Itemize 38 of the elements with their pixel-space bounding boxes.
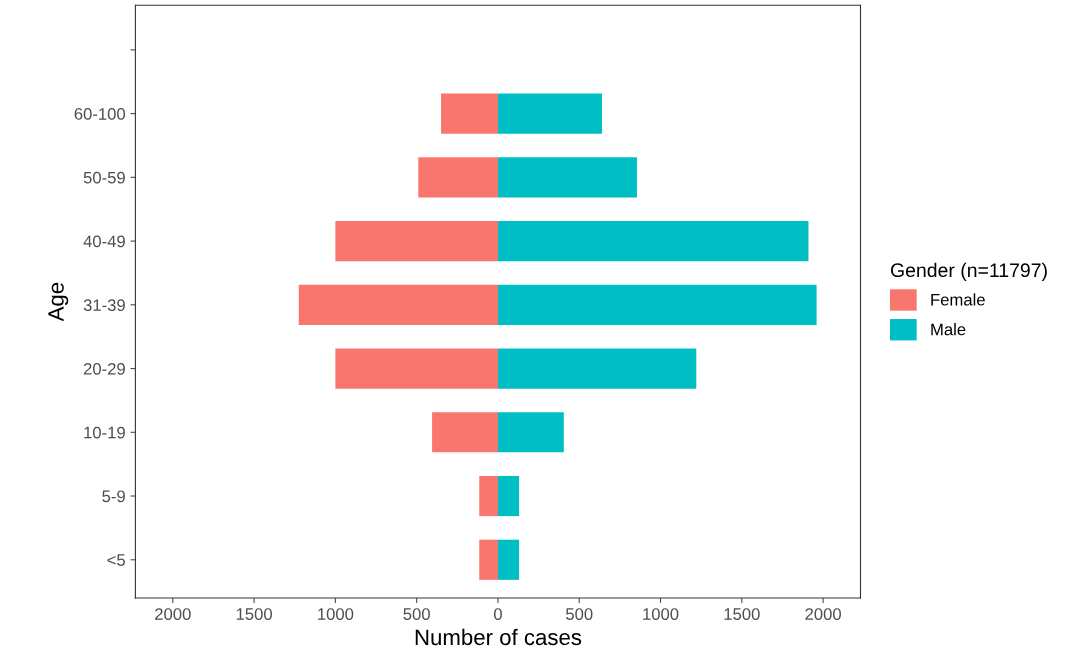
bar (418, 157, 498, 198)
y-tick-label: 10-19 (84, 426, 125, 439)
y-tick-label: 60-100 (74, 108, 126, 120)
bar (298, 284, 498, 325)
y-tick-label: 31-39 (83, 299, 125, 312)
x-tick-label: 1000 (643, 608, 679, 620)
legend-title: Gender (n=11797) (890, 262, 1047, 281)
x-tick-label: 1500 (236, 608, 272, 620)
bar (479, 539, 498, 580)
bar (497, 284, 817, 325)
bar (335, 221, 498, 262)
legend-label: Female (931, 293, 985, 306)
y-tick-label: 5-9 (102, 490, 125, 503)
bar (497, 475, 520, 517)
x-tick-label: 500 (403, 608, 430, 620)
bar (497, 157, 637, 198)
x-tick-label: 500 (566, 608, 593, 620)
y-tick-label: 50-59 (83, 171, 125, 184)
bar (497, 348, 697, 389)
y-axis-title: Age (48, 282, 69, 322)
x-tick-label: 1500 (724, 608, 760, 620)
bar (479, 475, 498, 517)
x-tick-label: 0 (493, 608, 502, 620)
y-tick-label: <5 (107, 554, 125, 566)
y-tick-label: 40-49 (83, 235, 125, 248)
legend-label: Male (931, 323, 966, 336)
x-axis-title: Number of cases (415, 628, 582, 646)
x-tick-label: 2000 (155, 608, 191, 620)
y-tick-label: 20-29 (83, 362, 125, 375)
bar (497, 539, 520, 580)
bar (441, 93, 498, 134)
bar (497, 221, 809, 262)
bar (432, 412, 498, 453)
bar (497, 93, 602, 134)
bar (497, 412, 564, 453)
x-tick-label: 1000 (318, 608, 354, 620)
x-tick-label: 2000 (805, 608, 841, 620)
bar (335, 348, 498, 389)
